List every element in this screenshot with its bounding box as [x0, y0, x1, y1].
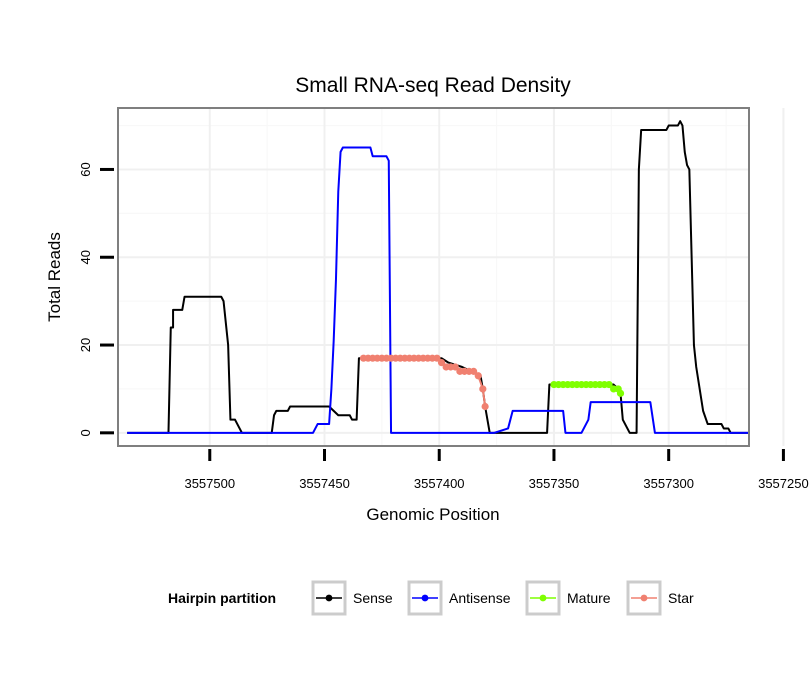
plot-panel-border [117, 107, 750, 447]
axes: 3557500 3557450 3557400 3557350 3557300 35572… [78, 162, 809, 491]
data-point-star [470, 367, 478, 375]
data-point-star [451, 363, 459, 371]
y-tick-label: 0 [78, 429, 93, 436]
legend-title: Hairpin partition [168, 590, 276, 606]
series-sense [127, 120, 749, 434]
series-mature [550, 380, 625, 397]
x-tick-label: 3557400 [414, 476, 465, 491]
x-tick-label: 3557250 [758, 476, 809, 491]
data-point-star [474, 372, 482, 380]
legend-entry-sense: Sense [311, 580, 393, 616]
x-tick-label: 3557300 [643, 476, 694, 491]
series-line-antisense [127, 146, 749, 434]
data-point-star [481, 402, 489, 411]
data-point-star [433, 354, 441, 362]
series-star [359, 354, 489, 411]
data-point-star [437, 359, 446, 367]
data-point-mature [605, 380, 613, 389]
x-tick-label: 3557450 [299, 476, 350, 491]
grid [118, 108, 785, 446]
y-tick-label: 20 [78, 338, 93, 352]
chart-title: Small RNA-seq Read Density [295, 74, 571, 97]
legend-entry-star: Star [626, 580, 694, 616]
y-axis-label: Total Reads [45, 232, 64, 322]
y-tick-label: 40 [78, 250, 93, 264]
legend: Hairpin partition Sense Antisense Mature… [168, 580, 694, 616]
legend-label-sense: Sense [353, 590, 393, 606]
data-point-mature [616, 389, 625, 397]
y-tick-label: 60 [78, 162, 93, 176]
plot-panel [118, 108, 749, 446]
x-axis-label: Genomic Position [366, 505, 499, 524]
series-layer [127, 120, 749, 434]
legend-marker-sense [325, 594, 333, 602]
legend-marker-mature [539, 594, 547, 602]
legend-label-star: Star [668, 590, 694, 606]
data-point-star [479, 385, 487, 393]
legend-entry-antisense: Antisense [407, 580, 511, 616]
legend-label-mature: Mature [567, 590, 611, 606]
legend-marker-star [640, 594, 648, 602]
x-tick-label: 3557500 [184, 476, 235, 491]
legend-label-antisense: Antisense [449, 590, 511, 606]
legend-entry-mature: Mature [525, 580, 611, 616]
legend-marker-antisense [421, 594, 429, 602]
series-line-sense [127, 120, 749, 434]
x-tick-label: 3557350 [529, 476, 580, 491]
series-antisense [127, 146, 749, 434]
